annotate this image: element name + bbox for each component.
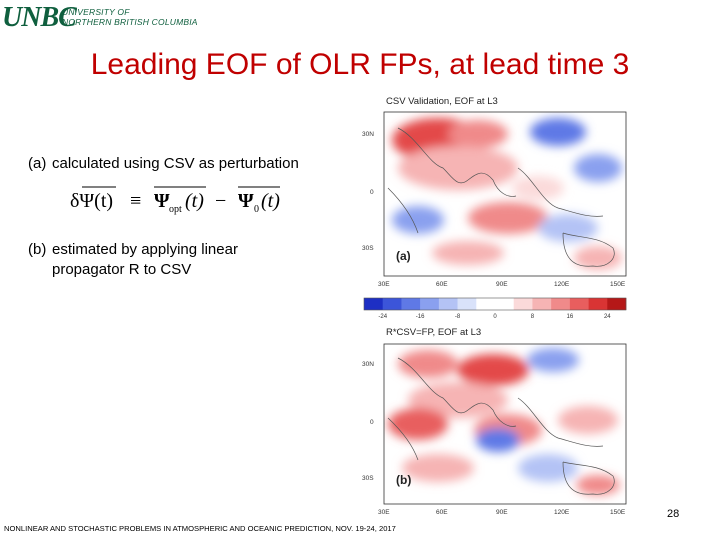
logo-mark: UNBC: [2, 2, 77, 33]
map-a-panel-label: (a): [396, 249, 411, 263]
map-b-lat-30n: 30N: [362, 361, 374, 368]
colorbar-tick-label: 8: [531, 314, 535, 320]
logo-text: UNIVERSITY OF NORTHERN BRITISH COLUMBIA: [62, 7, 198, 27]
logo-line-1: UNIVERSITY OF: [62, 7, 130, 17]
colorbar-tick-label: -24: [378, 314, 387, 320]
map-b-panel-label: (b): [396, 473, 411, 487]
colorbar-cell: [513, 298, 533, 310]
slide-title: Leading EOF of OLR FPs, at lead time 3: [90, 48, 630, 81]
eq-lhs: δΨ(t): [70, 190, 113, 212]
map-b-lon-90e: 90E: [496, 509, 508, 516]
item-b-line1: estimated by applying linear: [52, 241, 238, 258]
colorbar-cell: [495, 298, 515, 310]
item-a-label: (a): [28, 155, 47, 172]
map-a-lon-90e: 90E: [496, 281, 508, 288]
equation: δΨ(t) ≡ Ψ opt (t) − Ψ 0 (t): [70, 186, 280, 215]
colorbar-cell: [364, 298, 384, 310]
colorbar-cell: [438, 298, 458, 310]
map-a-lon-60e: 60E: [436, 281, 448, 288]
colorbar-tick-label: 16: [567, 314, 574, 320]
colorbar-tick-label: 24: [604, 314, 611, 320]
map-a-title: CSV Validation, EOF at L3: [386, 96, 498, 107]
colorbar-cell: [569, 298, 589, 310]
map-b-lon-60e: 60E: [436, 509, 448, 516]
item-b-line2: propagator R to CSV: [52, 261, 192, 278]
map-a-lat-0: 0: [370, 189, 374, 196]
colorbar-tick-label: 0: [493, 314, 497, 320]
item-a: (a) calculated using CSV as perturbation: [28, 154, 348, 174]
item-a-text: calculated using CSV as perturbation: [52, 155, 299, 172]
map-a-lat-30s: 30S: [362, 245, 374, 252]
eq-term1: Ψ: [154, 190, 170, 212]
eq-term2-sub: 0: [254, 204, 259, 215]
map-b-lat-30s: 30S: [362, 475, 374, 482]
footer: NONLINEAR AND STOCHASTIC PROBLEMS IN ATM…: [4, 524, 396, 533]
eq-term1-sub: opt: [169, 204, 182, 215]
logo-line-2: NORTHERN BRITISH COLUMBIA: [62, 17, 198, 27]
colorbar-cell: [401, 298, 421, 310]
map-b-title: R*CSV=FP, EOF at L3: [386, 327, 482, 338]
eq-equiv: ≡: [130, 190, 141, 212]
eq-term2: Ψ: [238, 190, 254, 212]
map-a-lon-30e: 30E: [378, 281, 390, 288]
unbc-logo: UNBC UNIVERSITY OF NORTHERN BRITISH COLU…: [2, 2, 202, 36]
colorbar-cell: [476, 298, 496, 310]
colorbar-cell: [457, 298, 477, 310]
eq-term2-arg: (t): [261, 190, 280, 212]
colorbar-cell: [382, 298, 402, 310]
colorbar-tick-label: -16: [416, 314, 425, 320]
colorbar-cell: [607, 298, 627, 310]
map-b-lon-150e: 150E: [610, 509, 626, 516]
map-b-lat-0: 0: [370, 419, 374, 426]
item-b: (b) estimated by applying linear propagat…: [28, 240, 348, 280]
map-b: 30N 0 30S 30E 60E 90E 120E 150E (b): [362, 343, 627, 516]
eq-term1-arg: (t): [185, 190, 204, 212]
colorbar: -24 -16 -8 0 8 16 24: [363, 297, 627, 320]
map-b-lon-30e: 30E: [378, 509, 390, 516]
item-b-label: (b): [28, 241, 47, 258]
map-a: 30N 0 30S 30E 60E 90E 120E 150E (a): [362, 111, 627, 288]
colorbar-cell: [420, 298, 440, 310]
map-b-lon-120e: 120E: [554, 509, 570, 516]
colorbar-cell: [588, 298, 608, 310]
map-a-lon-150e: 150E: [610, 281, 626, 288]
colorbar-cell: [551, 298, 571, 310]
map-a-lat-30n: 30N: [362, 131, 374, 138]
map-a-lon-120e: 120E: [554, 281, 570, 288]
eq-minus: −: [215, 190, 226, 212]
colorbar-tick-label: -8: [455, 314, 461, 320]
colorbar-cell: [532, 298, 552, 310]
page-number: 28: [667, 508, 680, 520]
